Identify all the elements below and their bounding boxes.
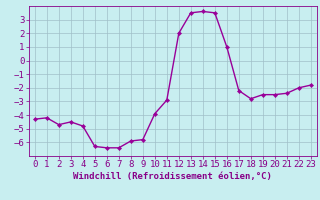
X-axis label: Windchill (Refroidissement éolien,°C): Windchill (Refroidissement éolien,°C) — [73, 172, 272, 181]
